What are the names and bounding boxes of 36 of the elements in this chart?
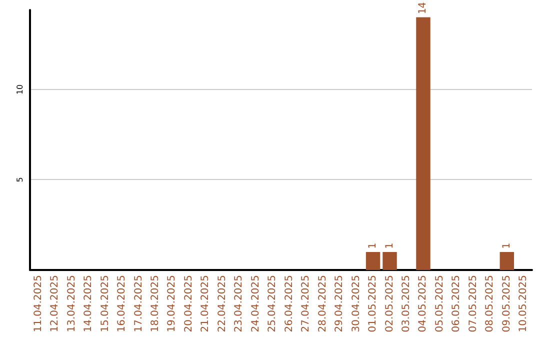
y-tick-label: 5 <box>16 177 24 182</box>
x-tick-label: 21.04.2025 <box>200 275 212 332</box>
x-tick-label: 12.04.2025 <box>50 275 61 332</box>
x-tick-label: 22.04.2025 <box>216 275 228 332</box>
x-tick-label: 28.04.2025 <box>317 275 328 332</box>
x-tick-label: 25.04.2025 <box>267 275 278 332</box>
x-tick-label: 11.04.2025 <box>32 275 44 332</box>
data-label: 1 <box>501 242 512 249</box>
x-tick-label: 07.05.2025 <box>468 275 479 332</box>
x-tick-label: 10.05.2025 <box>518 275 530 332</box>
x-tick-label: 04.05.2025 <box>418 275 429 332</box>
x-tick-label: 01.05.2025 <box>368 275 379 332</box>
y-tick-label: 10 <box>16 84 24 95</box>
data-label: 14 <box>418 2 429 14</box>
x-tick-label: 19.04.2025 <box>166 275 178 332</box>
x-tick-label: 06.05.2025 <box>451 275 462 332</box>
x-tick-label: 23.04.2025 <box>234 275 245 332</box>
x-tick-label: 27.04.2025 <box>300 275 312 332</box>
x-tick-label: 15.04.2025 <box>100 275 111 332</box>
x-tick-label: 17.04.2025 <box>133 275 144 332</box>
x-tick-label: 08.05.2025 <box>484 275 496 332</box>
x-tick-label: 03.05.2025 <box>401 275 412 332</box>
x-tick-label: 05.05.2025 <box>434 275 446 332</box>
x-tick-label: 20.04.2025 <box>183 275 194 332</box>
x-tick-label: 18.04.2025 <box>150 275 161 332</box>
x-tick-label: 16.04.2025 <box>116 275 128 332</box>
x-tick-label: 24.04.2025 <box>250 275 262 332</box>
x-tick-label: 29.04.2025 <box>334 275 346 332</box>
x-tick-label: 02.05.2025 <box>384 275 396 332</box>
x-tick-label: 14.04.2025 <box>83 275 94 332</box>
data-label: 1 <box>384 242 396 249</box>
x-tick-label: 30.04.2025 <box>350 275 362 332</box>
x-tick-label: 13.04.2025 <box>66 275 78 332</box>
x-tick-label: 26.04.2025 <box>284 275 295 332</box>
x-tick-label: 09.05.2025 <box>501 275 512 332</box>
data-label: 1 <box>368 242 379 249</box>
